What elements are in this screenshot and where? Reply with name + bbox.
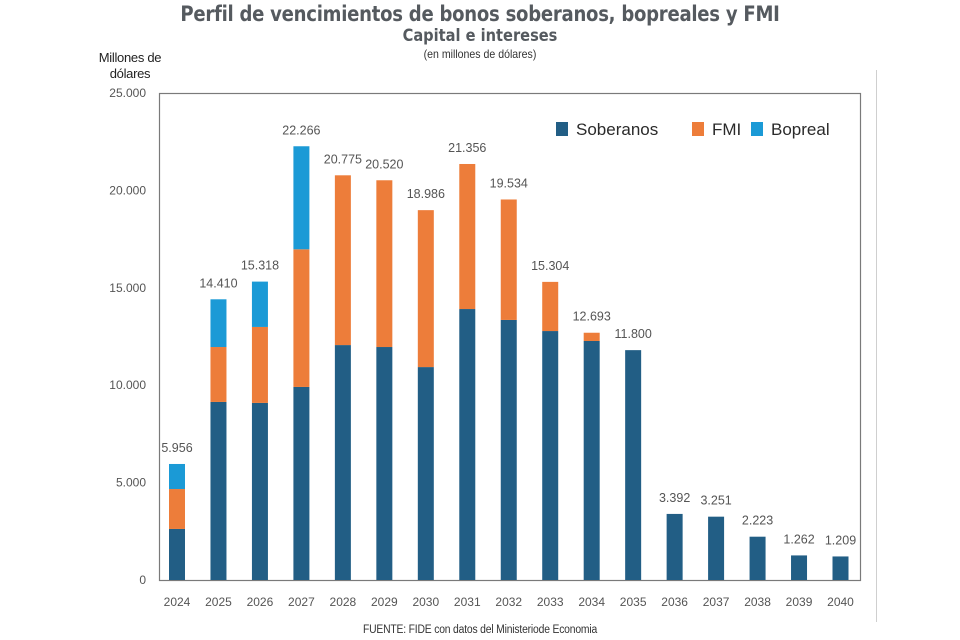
x-tick-label: 2032 (495, 595, 522, 609)
y-tick-label: 20.000 (109, 183, 146, 197)
x-tick-label: 2040 (827, 595, 854, 609)
bar-segment-soberanos (583, 340, 600, 580)
total-data-label: 5.956 (161, 441, 192, 455)
total-data-label: 21.356 (448, 141, 486, 155)
legend-label-soberanos: Soberanos (576, 120, 658, 139)
total-data-label: 15.318 (241, 259, 279, 273)
legend-swatch-bopreal (751, 122, 763, 136)
legend-swatch-fmi (692, 122, 704, 136)
total-data-label: 20.520 (365, 157, 403, 171)
bar-segment-soberanos (210, 401, 227, 580)
x-tick-label: 2036 (661, 595, 688, 609)
legend-swatch-soberanos (556, 122, 568, 136)
x-axis-ticks: 2024 2025 2026 2027 2028 2029 2030 2031 2032 2033… (164, 595, 855, 609)
bar-segment-soberanos (791, 555, 808, 580)
source-note: FUENTE: FIDE con datos del Ministeriode … (362, 624, 598, 636)
x-tick-label: 2038 (744, 595, 771, 609)
x-tick-label: 2031 (454, 595, 481, 609)
total-data-label: 1.209 (825, 533, 856, 547)
total-data-label: 19.534 (490, 176, 528, 190)
plot-frame (158, 92, 862, 582)
y-tick-label: 0 (139, 573, 146, 587)
bar-segment-fmi (417, 210, 434, 368)
y-axis-label: Millones de dólares (80, 50, 180, 82)
x-tick-label: 2028 (330, 595, 357, 609)
legend-label-bopreal: Bopreal (771, 120, 830, 139)
bar-segment-fmi (376, 180, 393, 348)
y-axis-label-line-2: dólares (109, 66, 151, 81)
y-tick-label: 10.000 (109, 378, 146, 392)
bar-segment-soberanos (749, 536, 766, 580)
total-data-label: 20.775 (324, 152, 362, 166)
bar-segment-soberanos (334, 345, 351, 580)
unit-note: (en millones de dólares) (423, 47, 537, 61)
total-data-label: 3.251 (700, 494, 731, 508)
chart-subtitle: Capital e intereses (402, 26, 558, 46)
bar-segment-fmi (210, 347, 227, 402)
x-tick-label: 2034 (578, 595, 605, 609)
bar-segment-soberanos (500, 319, 517, 580)
x-tick-label: 2035 (620, 595, 647, 609)
legend: Soberanos FMI Bopreal (556, 120, 830, 139)
separator-line (876, 70, 877, 622)
total-data-label: 22.266 (282, 123, 320, 137)
y-tick-label: 25.000 (109, 86, 146, 100)
y-tick-label: 15.000 (109, 281, 146, 295)
x-tick-label: 2030 (412, 595, 439, 609)
x-tick-label: 2033 (537, 595, 564, 609)
bar-segment-soberanos (542, 331, 559, 580)
bar-segment-soberanos (169, 528, 185, 580)
bar-segment-bopreal (210, 299, 227, 348)
bar-segment-bopreal (169, 463, 185, 490)
bar-segment-soberanos (708, 516, 725, 580)
bar-segment-fmi (251, 326, 268, 403)
bar-segment-fmi (169, 489, 185, 529)
bar-segment-soberanos (376, 347, 393, 580)
bar-segment-soberanos (832, 556, 849, 580)
x-tick-label: 2025 (205, 595, 232, 609)
bar-segment-soberanos (625, 350, 642, 580)
x-tick-label: 2037 (703, 595, 730, 609)
bar-segment-soberanos (417, 367, 434, 580)
bars (169, 146, 849, 580)
total-data-label: 15.304 (531, 259, 569, 273)
y-tick-label: 5.000 (116, 476, 146, 490)
total-data-label: 3.392 (659, 491, 690, 505)
total-data-label: 2.223 (742, 514, 773, 528)
x-tick-label: 2029 (371, 595, 398, 609)
x-tick-label: 2026 (247, 595, 274, 609)
y-axis-ticks: 0 5.000 10.000 15.000 20.000 25.000 (109, 86, 146, 587)
total-data-label: 18.986 (407, 187, 445, 201)
chart-title: Perfil de vencimientos de bonos soberano… (180, 2, 780, 26)
legend-label-fmi: FMI (712, 120, 741, 139)
total-data-label: 11.800 (615, 327, 652, 341)
bar-segment-fmi (500, 199, 517, 320)
bar-segment-soberanos (459, 309, 476, 580)
bar-segment-fmi (459, 163, 476, 310)
bar-segment-soberanos (251, 402, 268, 580)
y-axis-label-line-1: Millones de (98, 50, 162, 65)
data-labels: 5.956 14.410 15.318 22.266 20.775 20.520 18.98… (161, 123, 856, 547)
total-data-label: 12.693 (573, 310, 611, 324)
x-tick-label: 2024 (164, 595, 191, 609)
total-data-label: 1.262 (783, 532, 814, 546)
bar-segment-bopreal (293, 146, 310, 250)
bar-segment-soberanos (293, 386, 310, 580)
x-tick-label: 2039 (786, 595, 813, 609)
bar-segment-fmi (542, 281, 559, 332)
x-tick-label: 2027 (288, 595, 315, 609)
bar-segment-bopreal (251, 281, 268, 327)
bar-segment-fmi (583, 332, 600, 341)
bar-segment-fmi (334, 175, 351, 346)
bar-segment-soberanos (666, 513, 683, 580)
total-data-label: 14.410 (199, 276, 237, 290)
bar-segment-fmi (293, 249, 310, 387)
